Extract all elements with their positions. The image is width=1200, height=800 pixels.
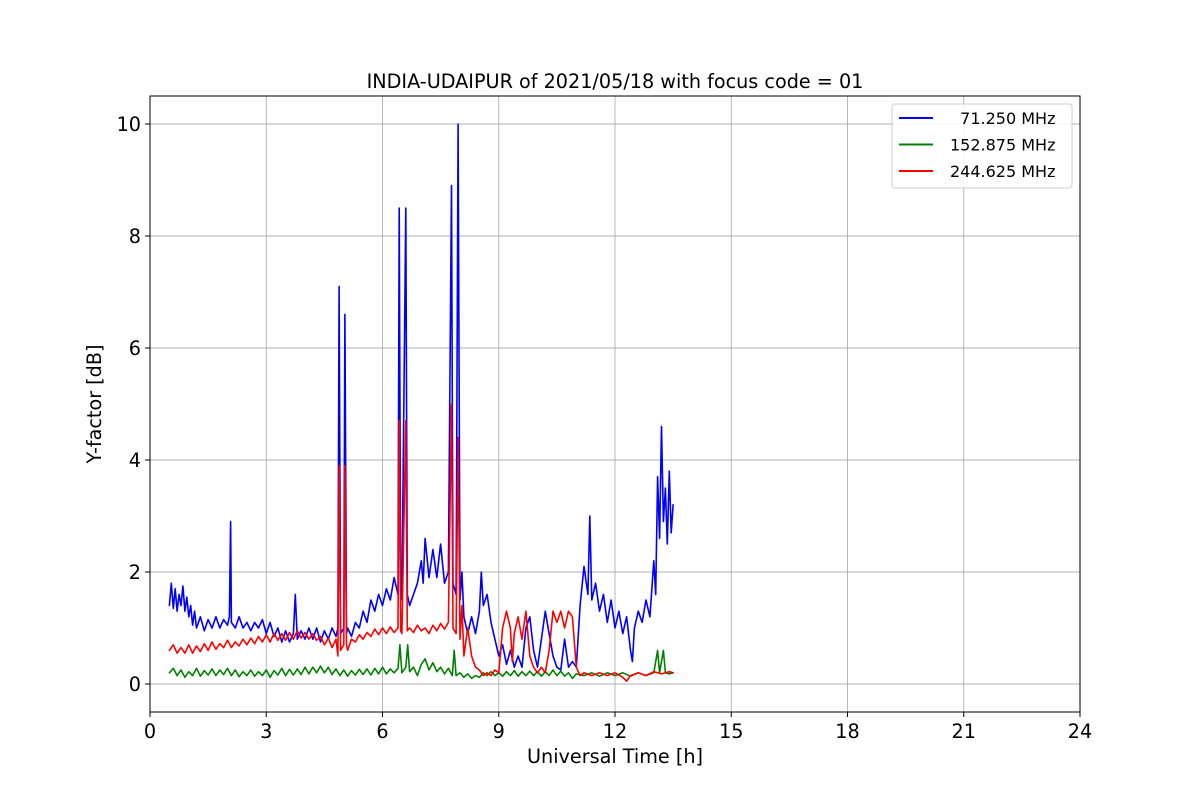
x-tick-label: 24 [1068,720,1092,743]
x-tick-label: 6 [376,720,388,743]
legend-label: 71.250 MHz [950,109,1055,128]
legend: 71.250 MHz 152.875 MHz 244.625 MHz [891,103,1073,189]
x-tick-label: 0 [144,720,156,743]
y-tick-label: 2 [129,561,141,584]
x-tick-label: 15 [719,720,743,743]
legend-label: 244.625 MHz [950,162,1055,181]
y-tick-label: 8 [129,225,141,248]
y-tick-label: 0 [129,673,141,696]
y-axis: 0 2 4 6 8 10 [117,113,150,696]
series-line-1 [168,123,674,671]
series-line-2 [168,643,674,680]
series-line-3 [168,403,674,683]
x-tick-label: 9 [493,720,505,743]
x-tick-label: 3 [260,720,272,743]
series-layer [168,123,674,683]
x-tick-label: 18 [835,720,859,743]
y-axis-label: Y-factor [dB] [83,345,106,465]
chart-title: INDIA-UDAIPUR of 2021/05/18 with focus c… [367,70,864,93]
y-tick-label: 6 [129,337,141,360]
x-axis-label: Universal Time [h] [527,745,703,768]
legend-box [891,103,1073,189]
y-tick-label: 10 [117,113,141,136]
y-tick-label: 4 [129,449,141,472]
grid [149,96,1081,712]
x-tick-label: 21 [952,720,976,743]
x-tick-label: 12 [603,720,627,743]
x-axis: 0 3 6 9 12 15 18 21 24 [144,712,1092,743]
legend-label: 152.875 MHz [950,136,1055,155]
